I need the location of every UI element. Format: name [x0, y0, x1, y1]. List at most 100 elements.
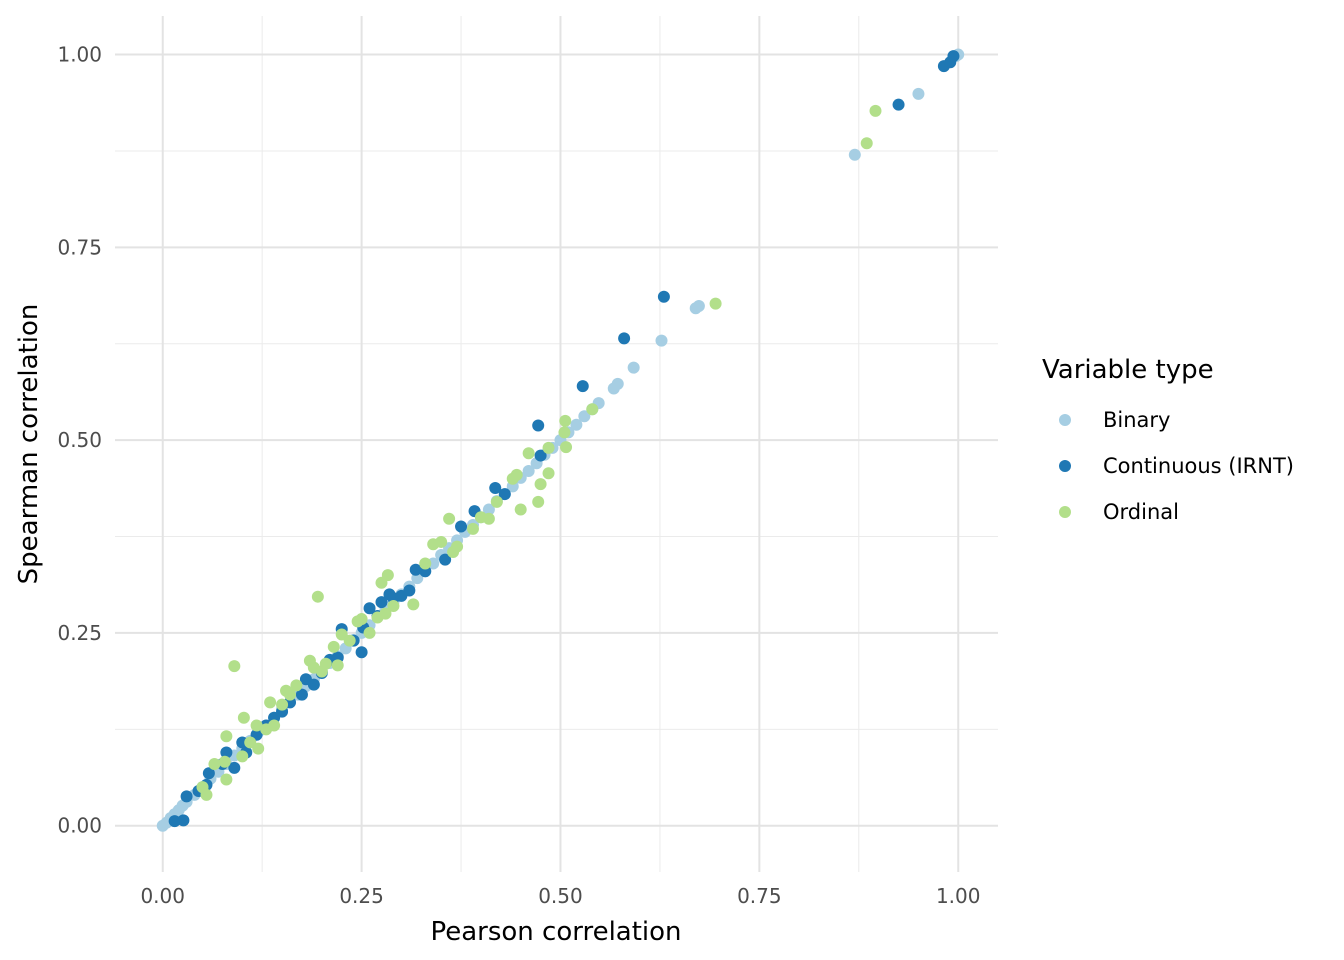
point-binary [570, 418, 583, 431]
point-ordinal [228, 660, 241, 673]
major-gridlines [115, 16, 998, 872]
legend-label-binary: Binary [1103, 408, 1170, 432]
point-continuous-irnt [618, 332, 631, 345]
point-ordinal [709, 297, 722, 310]
point-ordinal [522, 447, 535, 460]
point-ordinal [419, 557, 432, 570]
point-ordinal [451, 540, 464, 553]
point-ordinal [381, 569, 394, 582]
point-ordinal [560, 441, 573, 454]
point-ordinal [284, 688, 297, 701]
data-points [156, 48, 965, 832]
point-continuous-irnt [657, 290, 670, 303]
x-tick-label: 0.75 [737, 884, 782, 908]
point-ordinal [558, 426, 571, 439]
point-ordinal [236, 750, 249, 763]
point-ordinal [264, 696, 277, 709]
x-tick-label: 1.00 [936, 884, 981, 908]
y-axis-title: Spearman correlation [14, 304, 44, 585]
point-continuous-irnt [576, 380, 589, 393]
point-continuous-irnt [534, 449, 547, 462]
point-binary [522, 464, 535, 477]
x-tick-label: 0.25 [339, 884, 384, 908]
point-ordinal [466, 522, 479, 535]
point-ordinal [482, 512, 495, 525]
point-continuous-irnt [947, 50, 960, 63]
point-binary [627, 361, 640, 374]
point-continuous-irnt [409, 563, 422, 576]
point-continuous-irnt [180, 790, 193, 803]
point-ordinal [435, 535, 448, 548]
point-continuous-irnt [202, 767, 215, 780]
point-continuous-irnt [532, 419, 545, 432]
point-ordinal [379, 607, 392, 620]
point-ordinal [869, 104, 882, 117]
point-ordinal [343, 634, 356, 647]
point-ordinal [542, 441, 555, 454]
point-ordinal [586, 403, 599, 416]
point-ordinal [276, 698, 289, 711]
point-continuous-irnt [363, 602, 376, 615]
point-continuous-irnt [355, 646, 368, 659]
point-ordinal [534, 478, 547, 491]
legend-key-ordinal [1059, 506, 1071, 518]
y-tick-label: 1.00 [57, 43, 102, 67]
legend: Variable type Binary Continuous (IRNT) O… [1042, 355, 1294, 524]
point-continuous-irnt [177, 814, 190, 827]
x-tick-labels: 0.00 0.25 0.50 0.75 1.00 [140, 884, 980, 908]
x-tick-label: 0.00 [140, 884, 185, 908]
point-ordinal [268, 719, 281, 732]
point-ordinal [532, 495, 545, 508]
point-ordinal [250, 719, 263, 732]
point-continuous-irnt [489, 481, 502, 494]
point-ordinal [559, 414, 572, 427]
point-continuous-irnt [295, 688, 308, 701]
point-ordinal [355, 613, 368, 626]
x-axis-title: Pearson correlation [430, 917, 681, 947]
point-ordinal [363, 626, 376, 639]
point-binary [912, 87, 925, 100]
point-ordinal [220, 773, 233, 786]
point-continuous-irnt [439, 553, 452, 566]
legend-key-binary [1059, 414, 1071, 426]
point-ordinal [387, 599, 400, 612]
point-continuous-irnt [307, 678, 320, 691]
point-binary [578, 410, 591, 423]
point-binary [482, 503, 495, 516]
point-ordinal [311, 590, 324, 603]
point-ordinal [510, 468, 523, 481]
point-ordinal [200, 788, 213, 801]
y-tick-label: 0.50 [57, 428, 102, 452]
point-ordinal [860, 137, 873, 150]
point-continuous-irnt [168, 815, 181, 828]
legend-label-continuous: Continuous (IRNT) [1103, 454, 1294, 478]
point-continuous-irnt [228, 761, 241, 774]
point-continuous-irnt [403, 584, 416, 597]
point-continuous-irnt [375, 596, 388, 609]
point-ordinal [514, 503, 527, 516]
y-tick-label: 0.25 [57, 621, 102, 645]
legend-label-ordinal: Ordinal [1103, 500, 1179, 524]
point-binary [611, 377, 624, 390]
point-binary [692, 299, 705, 312]
point-continuous-irnt [498, 488, 511, 501]
legend-key-continuous [1059, 460, 1071, 472]
point-ordinal [244, 736, 257, 749]
point-binary [655, 334, 668, 347]
point-ordinal [490, 495, 503, 508]
point-continuous-irnt [892, 98, 905, 111]
point-continuous-irnt [455, 520, 468, 533]
point-ordinal [290, 679, 303, 692]
point-binary [848, 148, 861, 161]
point-ordinal [331, 659, 344, 672]
point-ordinal [218, 755, 231, 768]
x-tick-label: 0.50 [538, 884, 583, 908]
point-ordinal [208, 758, 221, 771]
y-tick-label: 0.75 [57, 235, 102, 259]
point-ordinal [443, 512, 456, 525]
point-ordinal [407, 598, 420, 611]
point-continuous-irnt [220, 746, 233, 759]
legend-title: Variable type [1042, 355, 1214, 385]
